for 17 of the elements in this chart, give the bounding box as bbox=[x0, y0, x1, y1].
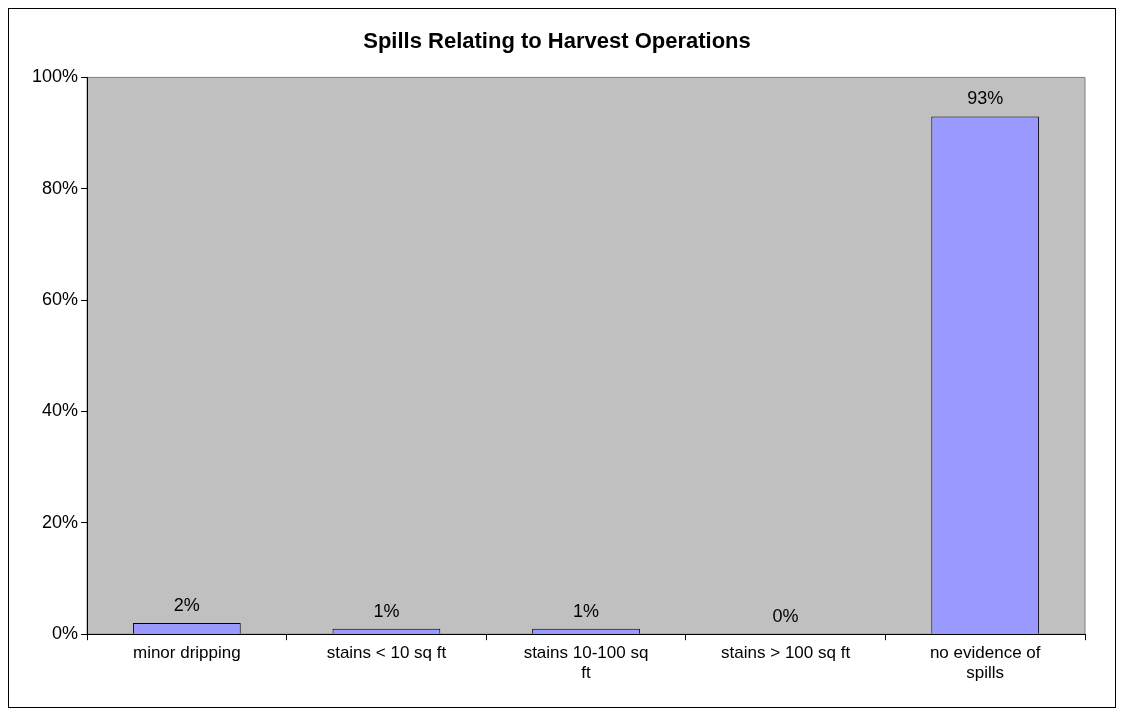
data-label: 93% bbox=[967, 88, 1004, 109]
x-tick-label: no evidence of spills bbox=[929, 643, 1041, 683]
x-tick-label: minor dripping bbox=[132, 643, 241, 663]
y-tick-label: 20% bbox=[42, 511, 79, 532]
x-tick-label: stains > 100 sq ft bbox=[721, 643, 851, 663]
data-label: 0% bbox=[772, 606, 799, 627]
chart-title: Spills Relating to Harvest Operations bbox=[363, 28, 751, 54]
y-tick-label: 40% bbox=[42, 400, 79, 421]
y-tick-label: 60% bbox=[42, 289, 79, 310]
data-label: 2% bbox=[173, 595, 200, 616]
x-tick-label: stains 10-100 sq ft bbox=[523, 643, 649, 683]
data-label: 1% bbox=[373, 600, 400, 621]
y-tick-label: 80% bbox=[42, 177, 79, 198]
y-tick-label: 0% bbox=[52, 623, 79, 644]
data-label: 1% bbox=[573, 600, 600, 621]
x-tick-label: stains < 10 sq ft bbox=[326, 643, 447, 663]
y-tick-label: 100% bbox=[31, 66, 79, 87]
